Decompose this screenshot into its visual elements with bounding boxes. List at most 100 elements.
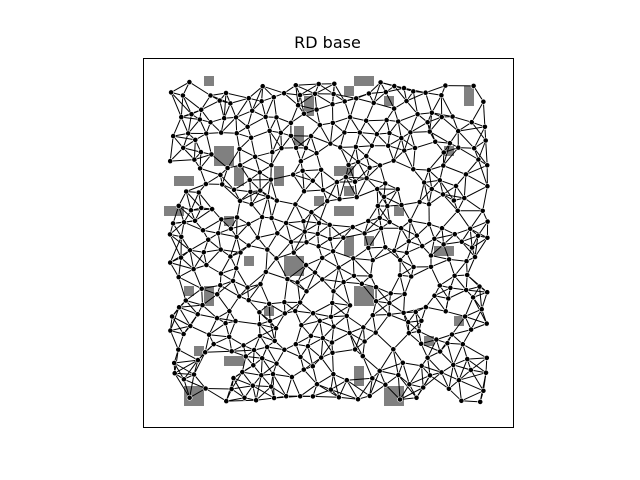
graph-edge — [235, 268, 248, 288]
graph-node — [180, 376, 187, 383]
graph-node — [303, 288, 310, 295]
graph-node — [221, 115, 228, 122]
graph-edge — [193, 268, 203, 289]
graph-node — [273, 325, 279, 332]
graph-edge — [236, 223, 249, 238]
graph-edge — [194, 153, 212, 161]
graph-node — [330, 91, 337, 97]
graph-edge — [392, 332, 410, 350]
graph-edge — [439, 275, 455, 286]
graph-edge — [393, 85, 407, 102]
graph-edge — [248, 85, 264, 99]
graph-edge — [467, 358, 487, 374]
graph-node — [484, 162, 491, 169]
graph-node — [453, 183, 459, 189]
graph-edge — [285, 376, 293, 397]
graph-node — [484, 183, 491, 190]
graph-node — [386, 311, 392, 318]
graph-edge — [458, 372, 487, 381]
graph-node — [257, 187, 264, 194]
graph-node — [170, 220, 176, 227]
graph-edge — [267, 179, 272, 197]
graph-node — [330, 288, 337, 295]
graph-node — [415, 328, 422, 335]
graph-edge — [380, 228, 386, 248]
graph-edge — [252, 385, 272, 388]
graph-node — [433, 336, 440, 343]
graph-node — [245, 221, 252, 227]
graph-edge — [401, 204, 411, 222]
graph-node — [273, 360, 280, 367]
graph-edge — [329, 226, 353, 240]
graph-node — [373, 298, 379, 305]
graph-node — [462, 313, 468, 320]
graph-edge — [297, 264, 307, 283]
graph-node — [290, 249, 297, 256]
graph-edge — [329, 224, 344, 239]
graph-node — [470, 83, 477, 89]
graph-edge — [254, 156, 272, 166]
graph-node — [398, 135, 405, 141]
graph-edge — [481, 292, 488, 310]
graph-edge — [286, 220, 304, 224]
graph-node — [426, 201, 432, 208]
graph-node — [391, 83, 398, 89]
graph-edge — [190, 325, 210, 336]
graph-node — [413, 232, 420, 239]
graph-node — [329, 349, 336, 356]
obstacle-cell — [184, 386, 204, 406]
graph-node — [249, 107, 256, 114]
graph-node — [376, 214, 383, 221]
graph-edge — [373, 102, 395, 110]
graph-edge — [216, 294, 230, 312]
graph-edge — [346, 379, 370, 397]
graph-edge — [270, 179, 278, 201]
graph-edge — [312, 395, 339, 398]
graph-node — [483, 320, 490, 327]
graph-edge — [332, 348, 356, 354]
graph-node — [205, 236, 212, 243]
graph-edge — [326, 181, 338, 202]
graph-node — [230, 375, 237, 381]
graph-node — [413, 394, 420, 401]
graph-edge — [231, 385, 253, 390]
graph-edge — [451, 329, 472, 335]
graph-node — [403, 98, 410, 104]
graph-node — [297, 393, 304, 400]
graph-node — [475, 232, 481, 239]
obstacle-cell — [344, 186, 354, 196]
graph-edge — [331, 332, 350, 343]
graph-edge — [295, 325, 302, 345]
graph-edge — [272, 373, 287, 397]
graph-node — [360, 324, 367, 331]
graph-edge — [372, 246, 386, 261]
graph-edge — [170, 92, 182, 118]
graph-node — [361, 338, 368, 345]
obstacle-cell — [224, 356, 244, 366]
graph-edge — [261, 358, 274, 375]
graph-edge — [266, 233, 278, 250]
graph-node — [382, 89, 389, 95]
graph-edge — [269, 130, 273, 153]
graph-edge — [409, 374, 431, 385]
graph-node — [450, 361, 457, 368]
graph-node — [314, 230, 321, 237]
graph-edge — [410, 121, 428, 133]
obstacle-cell — [354, 76, 374, 86]
graph-node — [449, 113, 456, 120]
graph-node — [293, 144, 300, 151]
graph-node — [330, 323, 337, 330]
graph-edge — [256, 397, 275, 401]
graph-edge — [348, 146, 357, 166]
graph-node — [300, 366, 307, 373]
graph-edge — [441, 371, 460, 381]
graph-node — [292, 308, 299, 314]
obstacle-cell — [304, 96, 314, 116]
graph-node — [468, 326, 474, 333]
graph-edge — [427, 339, 437, 358]
graph-edge — [211, 154, 228, 169]
graph-node — [395, 372, 402, 378]
graph-edge — [255, 375, 262, 401]
graph-edge — [294, 204, 304, 222]
graph-node — [185, 130, 192, 137]
